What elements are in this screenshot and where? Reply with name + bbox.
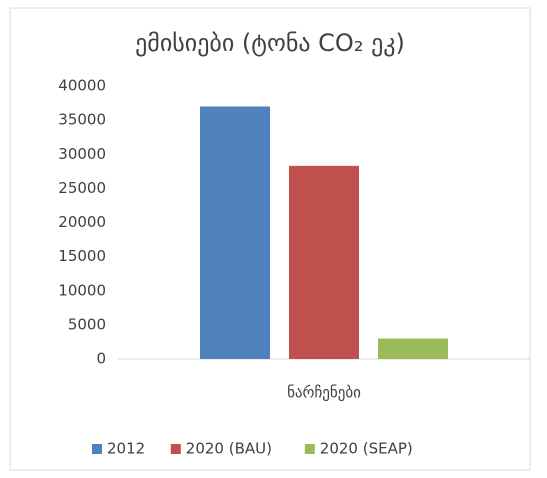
legend-swatch [92,444,102,454]
y-tick-label: 25000 [58,179,106,197]
chart-title: ემისიები (ტონა CO₂ ეკ) [135,29,405,57]
legend-swatch [170,444,181,454]
y-tick-label: 40000 [58,77,106,95]
bar [200,106,270,359]
bar [289,165,359,359]
legend-label: 2020 (BAU) [186,440,272,458]
y-tick-label: 20000 [58,213,106,231]
legend-swatch [304,444,315,454]
legend-label: 2020 (SEAP) [320,440,413,458]
y-tick-label: 15000 [58,247,106,265]
legend-label: 2012 [107,440,145,458]
y-tick-label: 30000 [58,145,106,163]
bar [378,338,448,359]
x-tick-label: ნარჩენები [287,384,361,402]
y-tick-label: 35000 [58,111,106,129]
y-tick-label: 5000 [68,315,106,333]
y-tick-label: 0 [96,350,106,368]
y-tick-label: 10000 [58,281,106,299]
